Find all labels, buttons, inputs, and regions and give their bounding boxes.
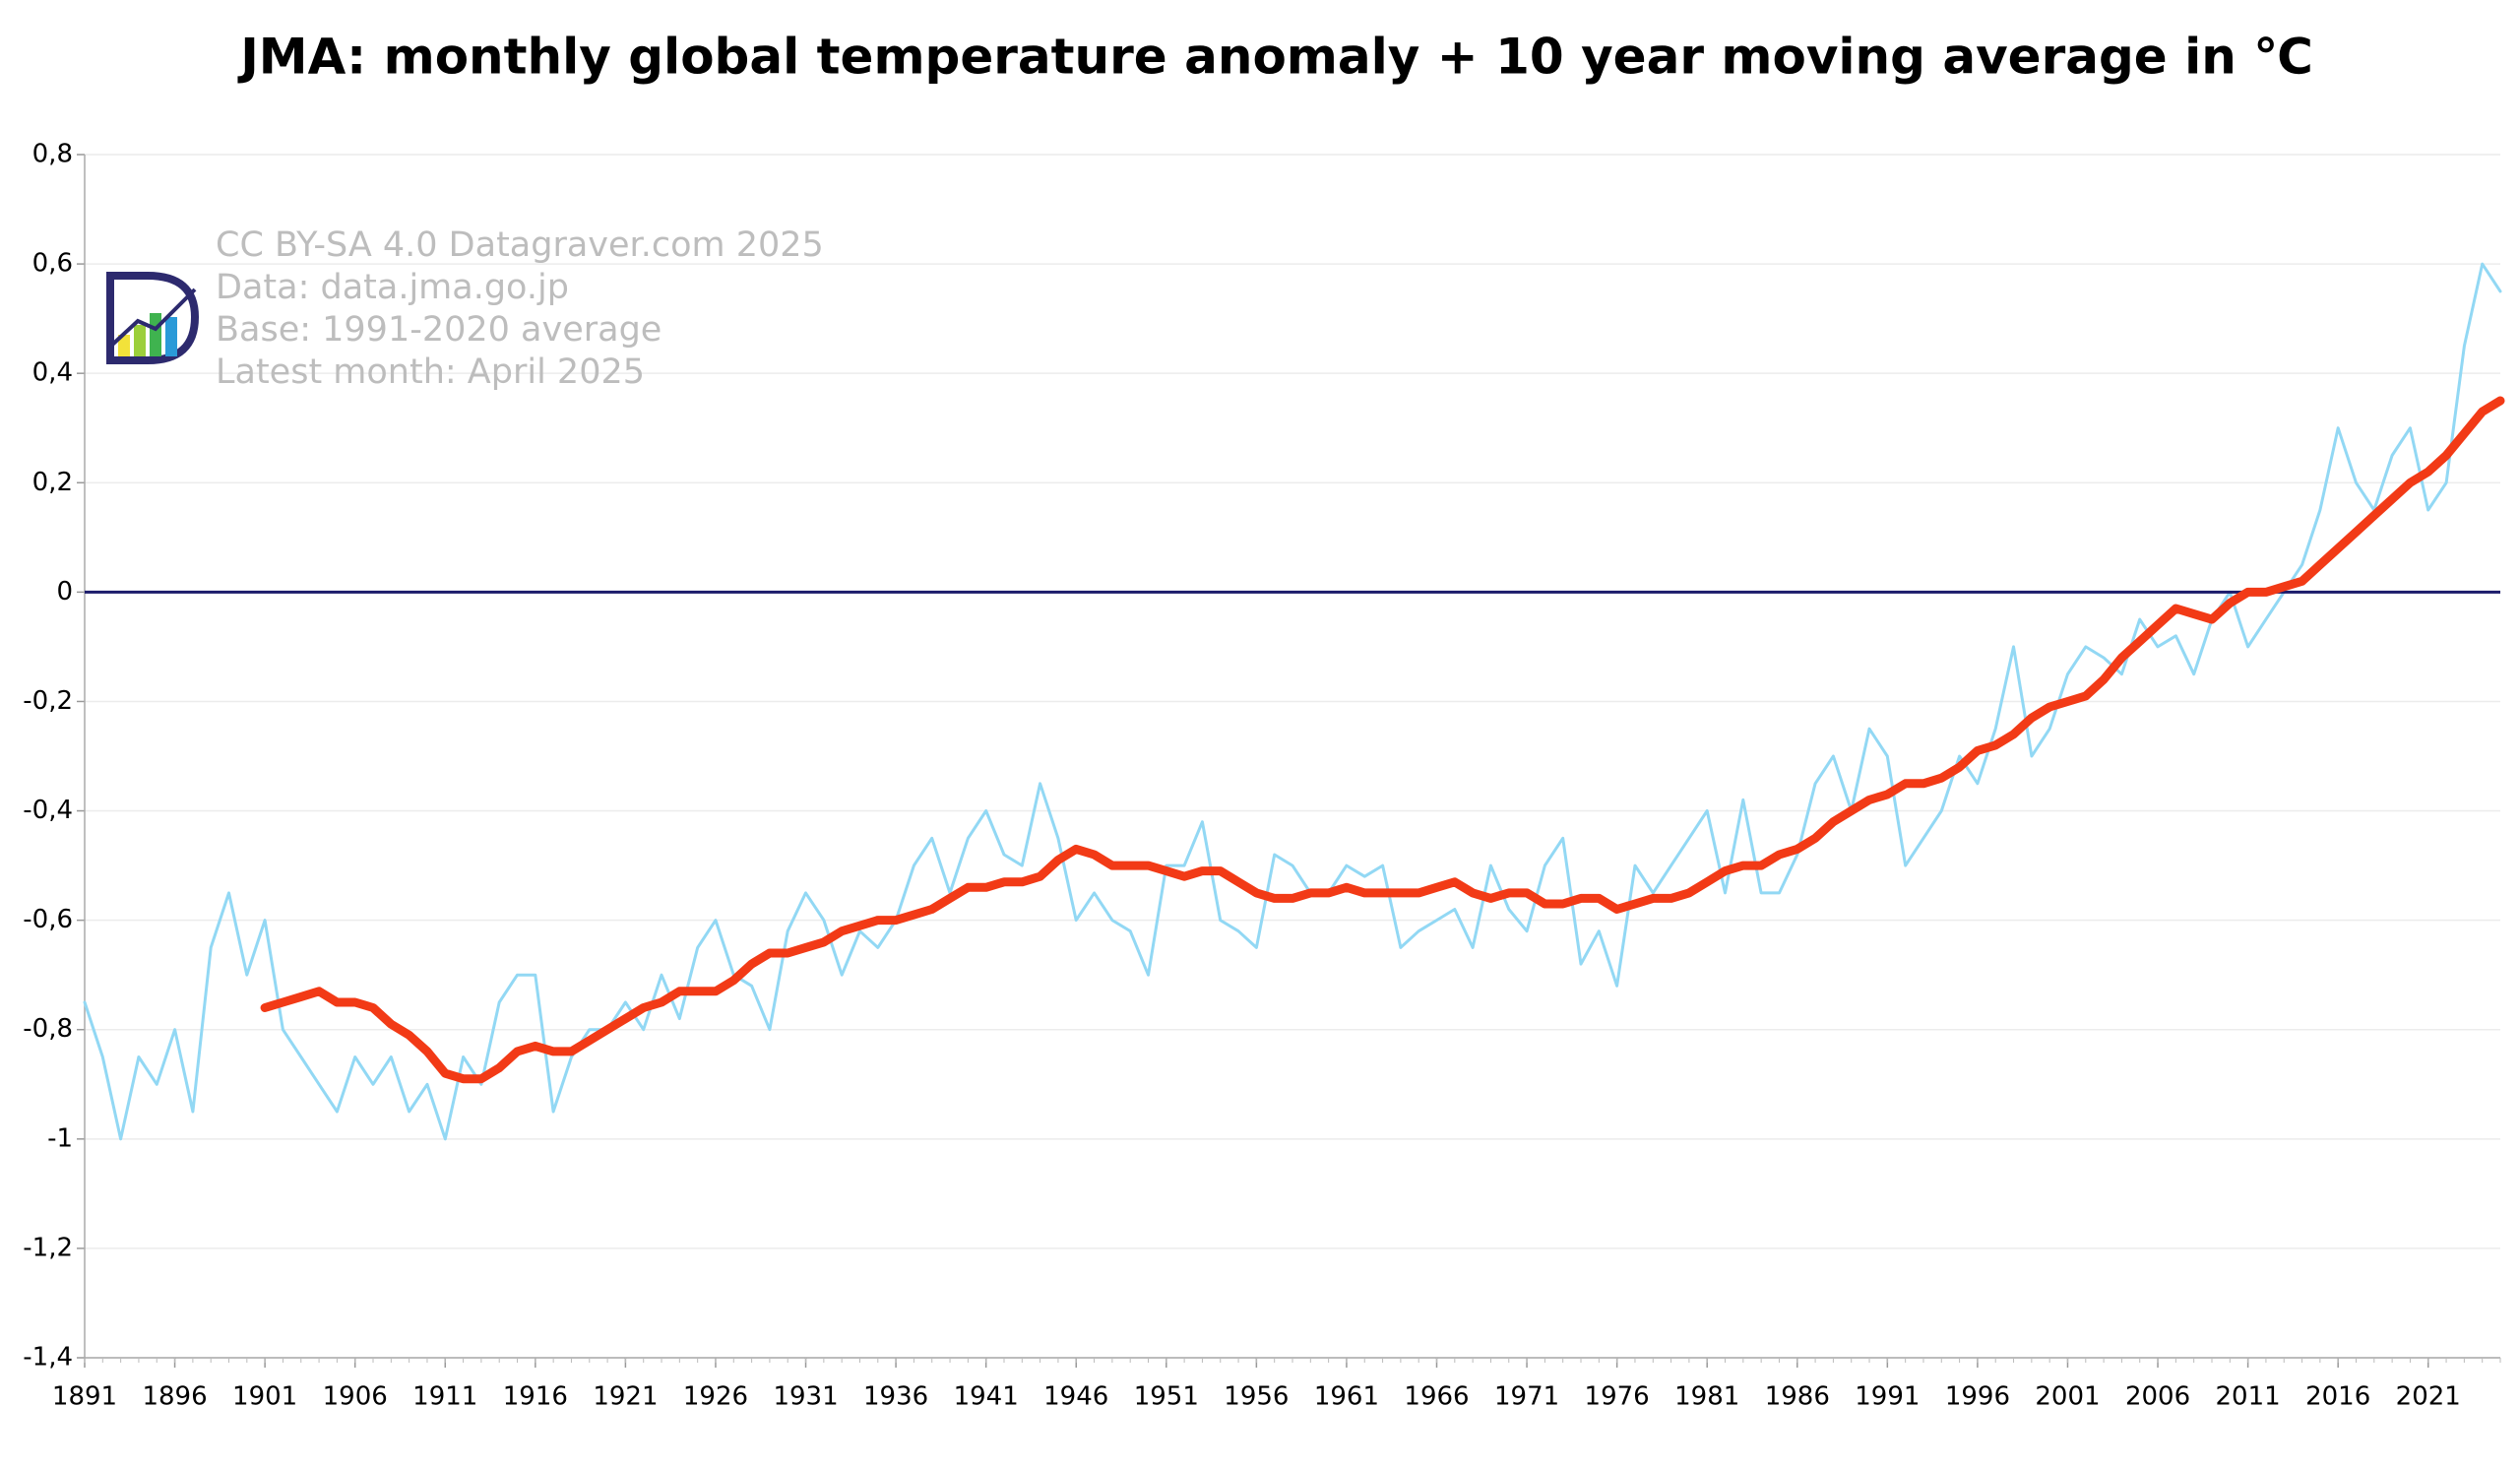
x-tick-label: 1996 — [1945, 1382, 2010, 1412]
y-tick-label: -0,4 — [23, 796, 73, 825]
annotation: Latest month: April 2025 — [216, 352, 645, 392]
x-tick-label: 1941 — [954, 1382, 1019, 1412]
x-tick-label: 2011 — [2216, 1382, 2281, 1412]
x-tick-label: 2016 — [2305, 1382, 2370, 1412]
y-tick-label: -0,2 — [23, 686, 73, 716]
y-tick-label: 0 — [56, 577, 73, 607]
x-tick-label: 1926 — [683, 1382, 748, 1412]
y-tick-label: 0,4 — [32, 358, 73, 388]
x-tick-label: 1966 — [1404, 1382, 1469, 1412]
x-tick-label: 1961 — [1314, 1382, 1379, 1412]
data-line — [83, 262, 2502, 1141]
y-tick-label: 0,6 — [32, 249, 73, 279]
y-tick-label: -1 — [47, 1123, 73, 1153]
x-tick-label: 1891 — [52, 1382, 117, 1412]
y-tick-label: -0,8 — [23, 1014, 73, 1044]
y-tick-label: 0,2 — [32, 468, 73, 497]
y-tick-label: 0,8 — [32, 140, 73, 169]
annotation: Base: 1991-2020 average — [216, 310, 662, 350]
data-line — [260, 396, 2505, 1084]
x-tick-label: 2021 — [2396, 1382, 2461, 1412]
x-tick-label: 1986 — [1765, 1382, 1830, 1412]
x-tick-label: 1946 — [1043, 1382, 1108, 1412]
x-tick-label: 2001 — [2035, 1382, 2100, 1412]
y-tick-label: -1,4 — [23, 1343, 73, 1373]
x-tick-label: 1901 — [232, 1382, 297, 1412]
x-tick-label: 1921 — [593, 1382, 658, 1412]
x-tick-label: 1991 — [1855, 1382, 1920, 1412]
logo — [106, 272, 200, 364]
annotation: Data: data.jma.go.jp — [216, 268, 569, 307]
x-tick-label: 1936 — [863, 1382, 928, 1412]
x-tick-label: 1916 — [503, 1382, 568, 1412]
chart-title: JMA: monthly global temperature anomaly … — [237, 29, 2313, 86]
y-tick-label: -0,6 — [23, 905, 73, 934]
x-tick-label: 1971 — [1494, 1382, 1559, 1412]
annotation: CC BY-SA 4.0 Datagraver.com 2025 — [216, 225, 824, 265]
x-tick-label: 1956 — [1224, 1382, 1289, 1412]
x-tick-label: 1951 — [1134, 1382, 1199, 1412]
x-tick-label: 1906 — [323, 1382, 388, 1412]
x-tick-label: 1896 — [142, 1382, 207, 1412]
x-tick-label: 1981 — [1674, 1382, 1739, 1412]
y-tick-label: -1,2 — [23, 1233, 73, 1262]
x-tick-label: 2006 — [2125, 1382, 2190, 1412]
x-tick-label: 1931 — [773, 1382, 838, 1412]
x-tick-label: 1911 — [412, 1382, 477, 1412]
x-tick-label: 1976 — [1585, 1382, 1650, 1412]
